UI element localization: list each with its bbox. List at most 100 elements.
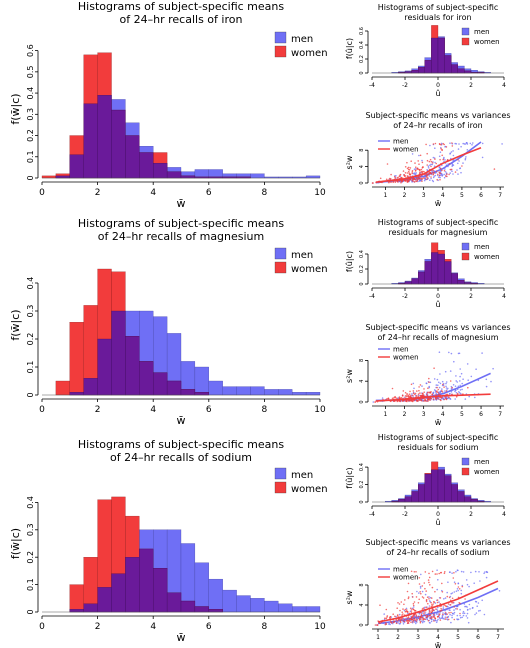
scatter-point [445, 390, 448, 392]
x-tick-label: -4 [369, 293, 375, 300]
bar-overlap [411, 70, 419, 74]
scatter-point [434, 573, 437, 575]
scatter-point [451, 614, 453, 617]
scatter-point [400, 181, 402, 184]
scatter-point [395, 615, 397, 618]
scatter-point [400, 358, 402, 361]
scatter-point [441, 154, 444, 157]
scatter-point [433, 620, 435, 622]
scatter-point [374, 624, 377, 626]
scatter-point [453, 591, 456, 593]
scatter-point [401, 617, 404, 619]
scatter-point [448, 173, 450, 176]
bar-overlap [451, 484, 458, 503]
scatter-point [412, 606, 415, 608]
scatter-point [418, 154, 420, 157]
x-tick-label: -4 [369, 511, 375, 518]
scatter-point [418, 172, 421, 174]
scatter-point [422, 392, 424, 395]
bar-overlap [97, 338, 112, 396]
scatter-point [429, 158, 432, 161]
scatter-point [385, 178, 388, 181]
scatter-point [399, 619, 402, 622]
scatter-point [460, 372, 463, 375]
chart-title-line: residuals for iron [404, 13, 471, 22]
legend-swatch-men [274, 31, 287, 44]
x-axis-label: w̄ [435, 641, 442, 648]
bar-overlap [444, 261, 452, 285]
scatter-point [425, 382, 428, 385]
scatter-point [462, 142, 465, 145]
bar-overlap [97, 587, 112, 613]
scatter-point [432, 398, 435, 401]
scatter-point [421, 590, 424, 593]
scatter-point [439, 167, 442, 170]
scatter-point [439, 398, 441, 401]
scatter-point [421, 621, 424, 624]
bar-overlap [97, 95, 112, 179]
scatter-point [421, 159, 423, 162]
scatter-point [441, 609, 443, 611]
scatter-point [412, 619, 415, 622]
scatter-point [460, 589, 463, 592]
scatter-point [433, 367, 435, 370]
scatter-point [429, 164, 431, 166]
scatter-point [390, 181, 392, 183]
scatter-point [404, 610, 407, 613]
scatter-point [427, 165, 430, 167]
scatter-point [443, 156, 445, 159]
legend-label-men: men [474, 28, 490, 36]
scatter-point [437, 388, 440, 391]
scatter-point [385, 608, 388, 611]
scatter-point [390, 173, 392, 176]
scatter-point [467, 621, 470, 624]
y-tick-label: 0 [26, 609, 35, 614]
scatter-point [477, 602, 480, 604]
scatter-point [451, 616, 453, 619]
scatter-point [397, 614, 399, 616]
scatter-point [407, 621, 409, 624]
scatter-point [441, 174, 444, 176]
x-tick-label: 6 [476, 634, 480, 641]
scatter-point [392, 181, 395, 183]
scatter-point [423, 388, 425, 390]
scatter-point [443, 618, 446, 620]
scatter-point [456, 588, 459, 590]
scatter-point [417, 602, 420, 604]
scatter-point [411, 181, 413, 183]
scatter-point [411, 393, 413, 395]
scatter-point [403, 620, 406, 623]
scatter-point [441, 173, 443, 175]
bar-overlap [437, 253, 445, 285]
y-tick-label: 0.6 [359, 27, 365, 35]
scatter-point [379, 604, 381, 606]
scatter-point [440, 607, 442, 610]
scatter-point [417, 615, 420, 618]
x-tick-label: -2 [402, 511, 408, 518]
y-axis-label: f(w̄|c) [9, 528, 22, 559]
scatter-point [446, 591, 449, 594]
scatter-point [407, 166, 410, 169]
x-tick-label: 2 [396, 634, 400, 641]
scatter-point [441, 582, 443, 585]
scatter-point [406, 590, 409, 593]
scatter-point [430, 605, 433, 608]
x-tick-label: -2 [402, 293, 408, 300]
scatter-point [451, 612, 454, 615]
scatter-point [428, 621, 431, 624]
scatter-point [439, 373, 441, 375]
scatter-point [412, 621, 414, 623]
scatter-point [441, 391, 444, 393]
scatter-point [452, 150, 454, 152]
y-axis-label: f(û|c) [345, 251, 354, 272]
scatter-point [434, 617, 437, 620]
scatter-point [439, 172, 441, 175]
x-tick-label: 4 [502, 511, 506, 518]
bar-overlap [457, 280, 465, 285]
scatter-point [428, 160, 431, 163]
scatter-point [432, 603, 435, 605]
points-men [375, 569, 501, 626]
x-tick-label: 6 [479, 192, 483, 199]
scatter-point [477, 610, 480, 612]
